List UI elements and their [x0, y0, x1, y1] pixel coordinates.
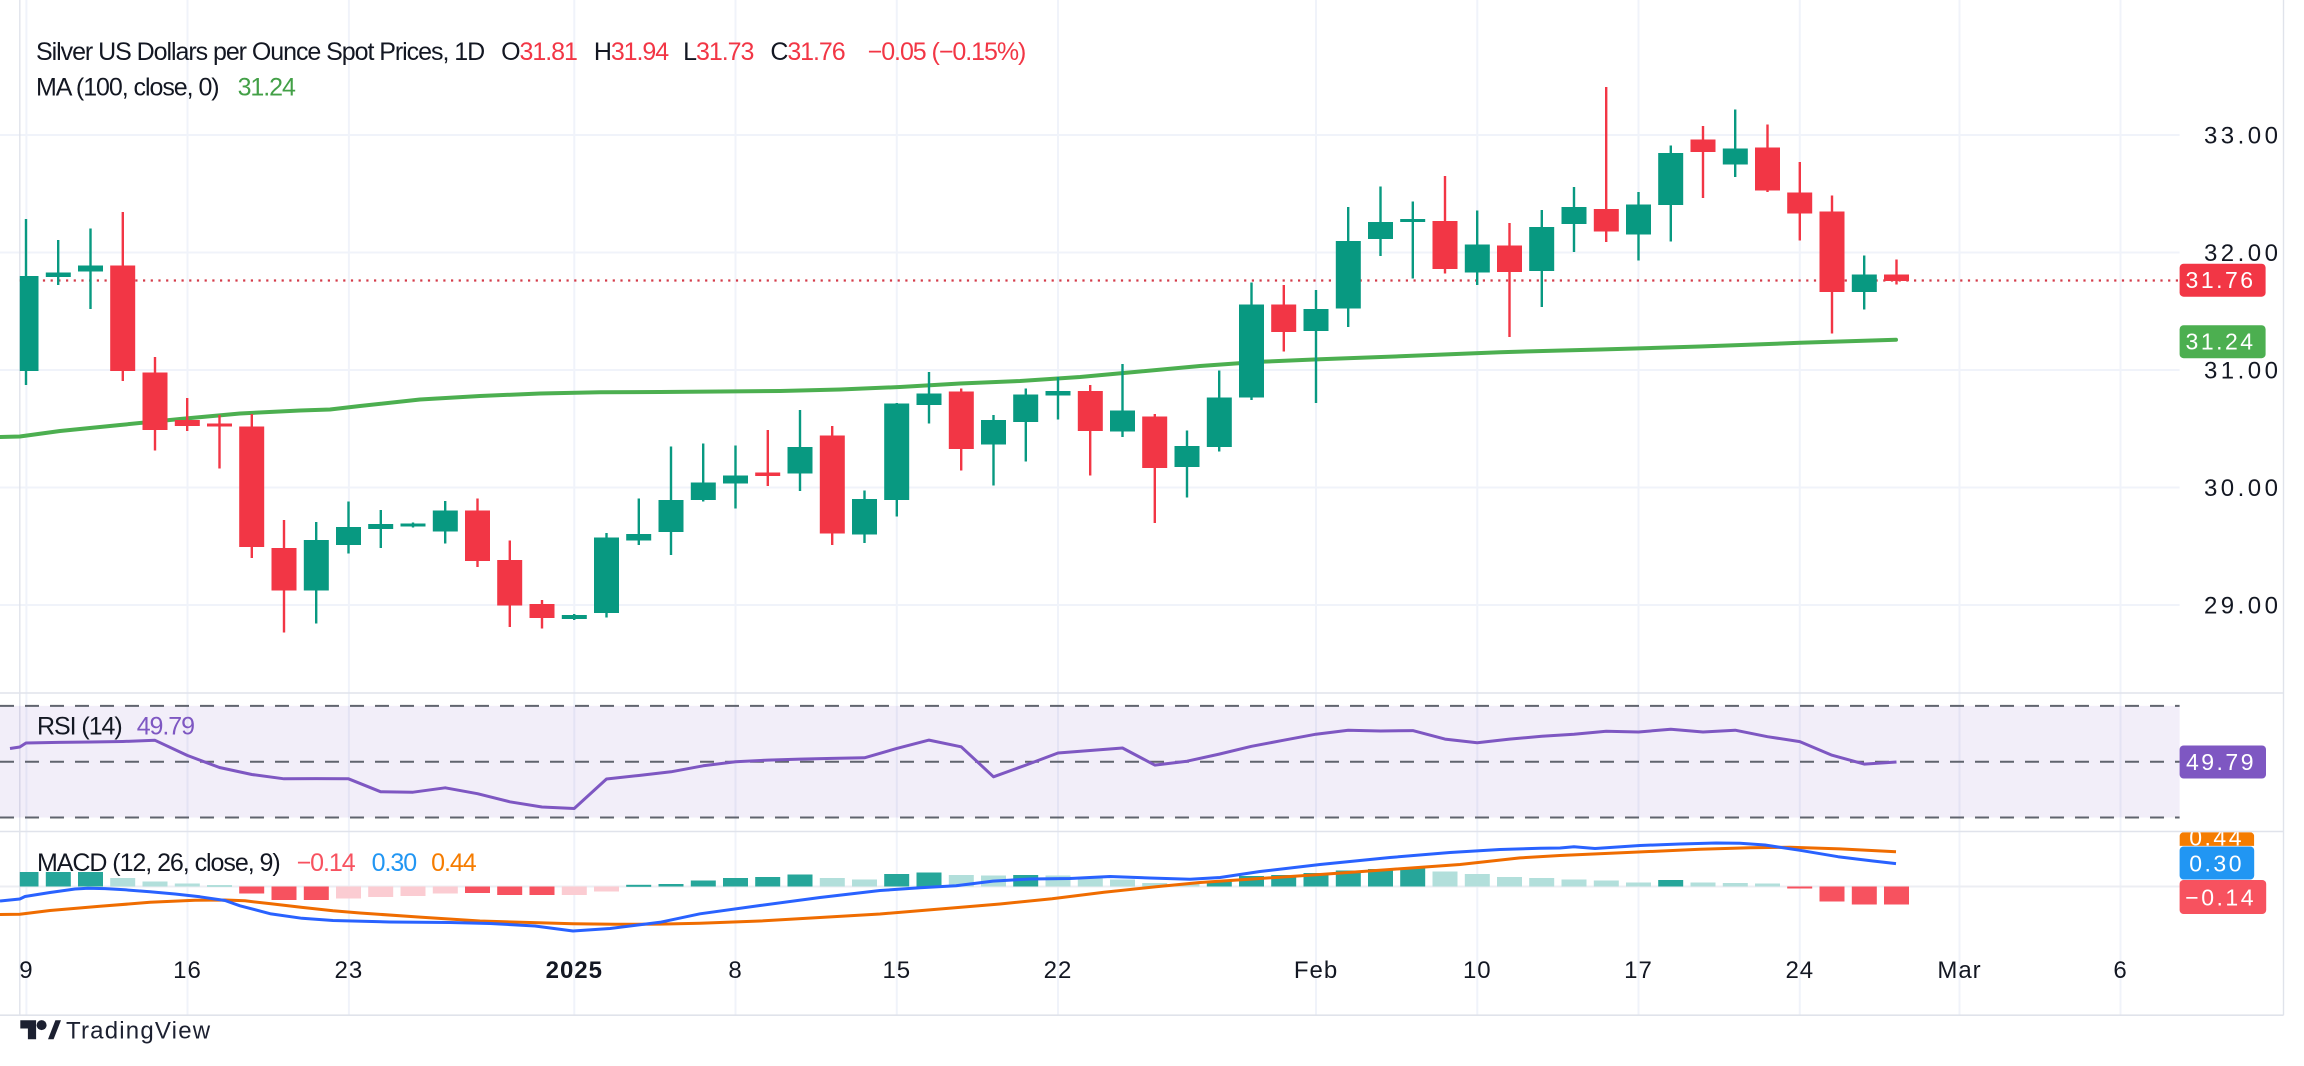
svg-text:15: 15 [882, 957, 911, 984]
svg-text:6: 6 [2113, 957, 2127, 984]
svg-text:49.79: 49.79 [2186, 749, 2256, 775]
svg-text:17: 17 [1624, 957, 1653, 984]
svg-text:−0.14: −0.14 [2185, 885, 2256, 911]
svg-text:Silver US Dollars per Ounce Sp: Silver US Dollars per Ounce Spot Prices,… [36, 38, 1025, 66]
svg-text:MACD (12, 26, close, 9)−0.140.: MACD (12, 26, close, 9) −0.14 0.30 0.44 [37, 849, 477, 877]
svg-text:30.00: 30.00 [2204, 475, 2282, 502]
svg-text:Mar: Mar [1937, 957, 1981, 984]
svg-text:0.30: 0.30 [2189, 851, 2244, 877]
svg-text:31.24: 31.24 [2186, 329, 2256, 355]
svg-text:29.00: 29.00 [2204, 593, 2282, 620]
svg-text:33.00: 33.00 [2204, 123, 2282, 150]
svg-text:32.00: 32.00 [2204, 240, 2282, 267]
svg-text:9: 9 [19, 957, 33, 984]
svg-text:22: 22 [1044, 957, 1073, 984]
svg-text:24: 24 [1785, 957, 1814, 984]
svg-text:31.00: 31.00 [2204, 358, 2282, 385]
svg-text:Feb: Feb [1294, 957, 1338, 984]
svg-text:MA (100, close, 0)31.24: MA (100, close, 0) 31.24 [36, 74, 296, 102]
svg-text:10: 10 [1463, 957, 1492, 984]
svg-text:2025: 2025 [546, 957, 603, 984]
svg-text:RSI (14)49.79: RSI (14) 49.79 [37, 713, 194, 741]
svg-text:0.44: 0.44 [2189, 825, 2244, 851]
svg-text:31.76: 31.76 [2186, 267, 2256, 293]
svg-text:8: 8 [728, 957, 742, 984]
svg-text:TradingView: TradingView [66, 1018, 211, 1045]
svg-text:16: 16 [173, 957, 202, 984]
svg-text:23: 23 [335, 957, 364, 984]
